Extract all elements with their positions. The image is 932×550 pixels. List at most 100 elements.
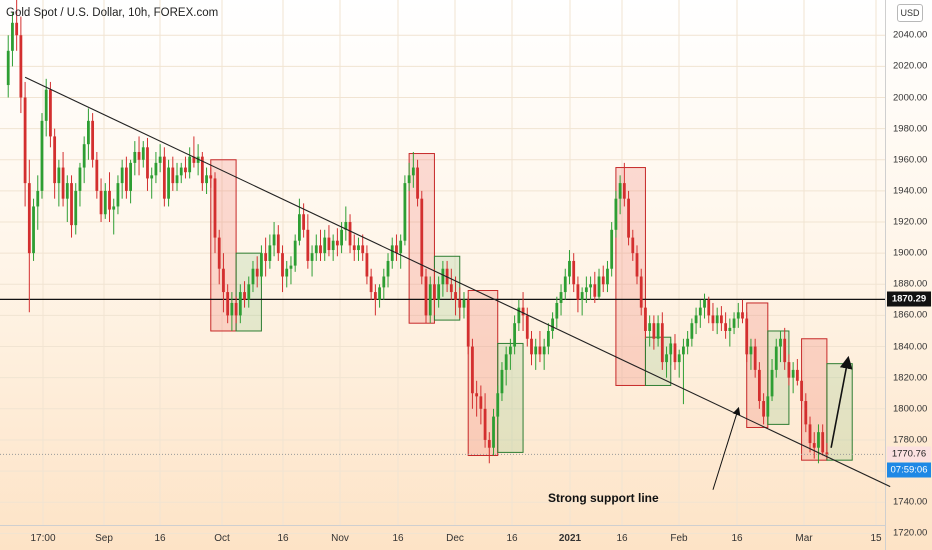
candle <box>741 299 744 324</box>
candle <box>534 338 538 370</box>
candle <box>213 172 217 254</box>
candle-body <box>281 253 284 277</box>
candle <box>660 312 664 370</box>
candle <box>631 229 635 261</box>
candle <box>378 284 381 308</box>
candle-body <box>108 190 111 210</box>
candle-body <box>483 408 487 440</box>
candle-body <box>133 151 137 163</box>
candle-body <box>61 167 65 199</box>
candle <box>614 190 618 238</box>
candle <box>192 136 196 168</box>
candle-body <box>652 323 656 339</box>
candle-body <box>78 167 82 191</box>
candle-body <box>614 198 618 230</box>
candle-body <box>103 190 107 215</box>
candle <box>711 302 715 331</box>
candle-body <box>57 167 61 184</box>
candle <box>606 260 609 293</box>
x-tick-label: Feb <box>670 533 688 544</box>
candle-body <box>610 229 614 269</box>
candle-body <box>525 315 529 339</box>
candle <box>87 108 90 160</box>
candle <box>525 307 529 347</box>
candle-body <box>449 284 453 293</box>
candle <box>276 225 280 261</box>
candle-body <box>762 401 765 417</box>
candle <box>44 78 48 137</box>
candle <box>698 299 702 328</box>
candle-body <box>340 229 343 246</box>
candle <box>669 338 673 366</box>
candle-body <box>11 22 14 51</box>
candle <box>652 315 656 350</box>
candle <box>424 268 428 324</box>
candle <box>365 245 369 285</box>
candle-body <box>87 120 90 145</box>
candle-body <box>124 167 128 191</box>
candle-body <box>91 120 95 160</box>
candle <box>635 245 639 285</box>
candle <box>479 385 483 425</box>
candle-body <box>530 338 533 355</box>
candle <box>458 287 462 319</box>
chart-title: Gold Spot / U.S. Dollar, 10h, FOREX.com <box>6 7 219 19</box>
candle-body <box>116 183 120 207</box>
candle-body <box>276 234 280 254</box>
candle <box>403 175 407 246</box>
candle <box>694 307 698 335</box>
candle-body <box>222 268 225 293</box>
candle <box>812 432 816 459</box>
candle-body <box>521 307 525 316</box>
x-tick-label: 16 <box>277 533 289 544</box>
candle-body <box>234 302 238 316</box>
candle-body <box>82 144 86 168</box>
candle-body <box>513 323 517 347</box>
candle <box>348 214 352 254</box>
candle-body <box>129 162 132 191</box>
candle <box>791 362 795 394</box>
candle <box>357 237 360 261</box>
candle <box>559 284 563 316</box>
candle-body <box>665 354 668 363</box>
x-tick-label: Mar <box>795 533 813 544</box>
candle-body <box>120 167 124 184</box>
candle-body <box>584 287 588 293</box>
candle-body <box>698 307 702 316</box>
candle-body <box>184 167 187 173</box>
y-tick-label: 1940.00 <box>893 185 928 197</box>
candle <box>504 346 508 386</box>
candle <box>238 284 242 324</box>
candle <box>78 162 82 207</box>
candle <box>703 293 706 319</box>
candle-body <box>627 198 630 238</box>
candle-body <box>264 253 268 261</box>
candle-body <box>205 175 208 184</box>
candle <box>774 338 778 378</box>
candle-body <box>40 120 44 191</box>
candle <box>298 198 301 246</box>
candle <box>196 144 200 176</box>
candle <box>205 167 208 195</box>
candle <box>255 256 259 288</box>
candle-body <box>424 276 428 316</box>
candle-body <box>454 292 457 300</box>
candle <box>682 338 685 405</box>
candle-body <box>825 452 829 454</box>
candle <box>783 327 787 370</box>
trendline <box>24 76 891 488</box>
candle <box>108 172 111 223</box>
candle-body <box>411 167 415 176</box>
currency-button[interactable]: USD <box>897 4 923 22</box>
candle <box>167 159 170 207</box>
candle <box>399 234 403 269</box>
candle-body <box>428 284 432 316</box>
candle <box>53 128 57 199</box>
candle-body <box>335 240 339 246</box>
candle-body <box>209 175 213 179</box>
candle-body <box>601 276 605 285</box>
candle <box>234 296 238 324</box>
candle-body <box>141 147 145 160</box>
candle <box>251 260 255 293</box>
